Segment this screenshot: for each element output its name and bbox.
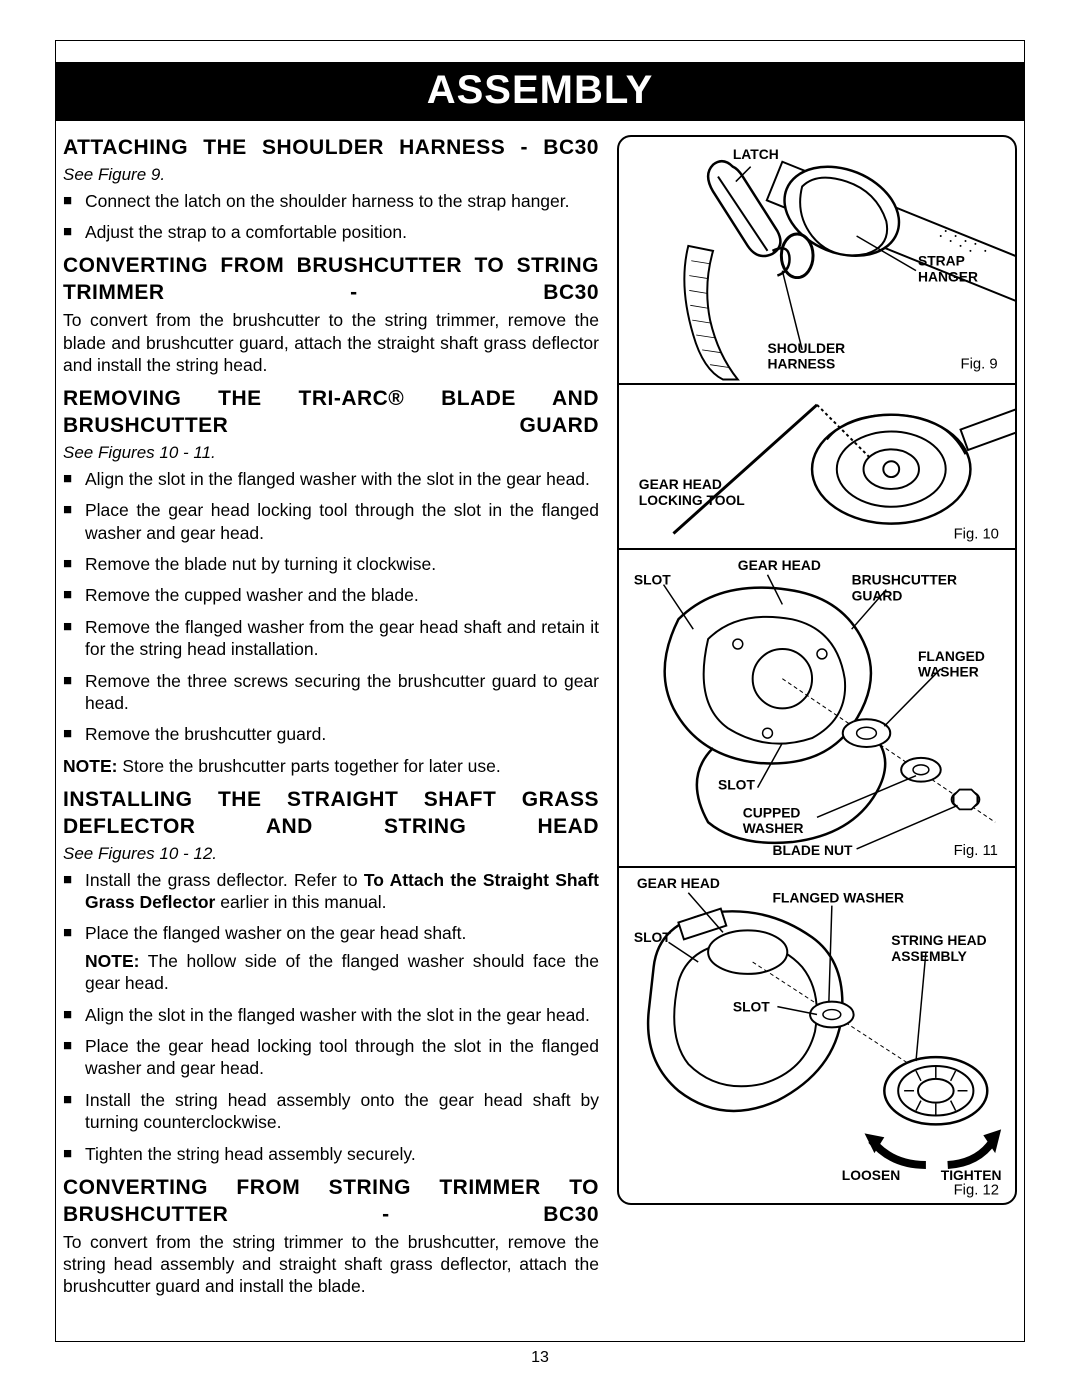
label-string-head-2: ASSEMBLY: [891, 948, 967, 964]
label-shoulder-1: SHOULDER: [768, 340, 846, 356]
figure-panel: LATCH STRAP HANGER SHOULDER HARNESS Fig.…: [617, 135, 1017, 1205]
label-latch: LATCH: [733, 146, 779, 162]
label-slot-12: SLOT: [634, 929, 671, 945]
list-item: Connect the latch on the shoulder harnes…: [63, 190, 599, 212]
fig-12-number: Fig. 12: [954, 1183, 999, 1199]
list-install-deflector: Install the grass deflector. Refer to To…: [63, 869, 599, 1165]
page-title: ASSEMBLY: [55, 62, 1025, 121]
label-strap-hanger-1: STRAP: [918, 253, 965, 269]
label-tool-2: LOCKING TOOL: [639, 492, 745, 508]
list-item: Adjust the strap to a comfortable positi…: [63, 221, 599, 243]
list-item: Install the string head assembly onto th…: [63, 1089, 599, 1134]
label-flanged-1: FLANGED: [918, 648, 985, 664]
content-columns: ATTACHING THE SHOULDER HARNESS - BC30 Se…: [55, 135, 1025, 1304]
label-tool-1: GEAR HEAD: [639, 476, 722, 492]
text: earlier in this manual.: [215, 892, 386, 912]
list-item: Remove the blade nut by turning it clock…: [63, 553, 599, 575]
list-item: Remove the cupped washer and the blade.: [63, 584, 599, 606]
label-blade-nut: BLADE NUT: [772, 842, 853, 858]
heading-convert-to-brushcutter: CONVERTING FROM STRING TRIMMER TO BRUSHC…: [63, 1175, 599, 1229]
list-item: Place the gear head locking tool through…: [63, 499, 599, 544]
heading-convert-to-trimmer: CONVERTING FROM BRUSHCUTTER TO STRING TR…: [63, 253, 599, 307]
list-item: Place the flanged washer on the gear hea…: [63, 922, 599, 994]
figure-9: LATCH STRAP HANGER SHOULDER HARNESS Fig.…: [619, 137, 1015, 385]
label-guard-1: BRUSHCUTTER: [852, 572, 957, 588]
see-fig-10-11: See Figures 10 - 11.: [63, 442, 599, 464]
label-strap-hanger-2: HANGER: [918, 269, 978, 285]
label-flanged-2: WASHER: [918, 664, 979, 680]
label-string-head-1: STRING HEAD: [891, 932, 986, 948]
label-slot2-12: SLOT: [733, 999, 770, 1015]
list-item: Place the gear head locking tool through…: [63, 1035, 599, 1080]
fig-11-number: Fig. 11: [954, 843, 998, 859]
paragraph: To convert from the string trimmer to th…: [63, 1231, 599, 1298]
text: Install the grass deflector. Refer to: [85, 870, 364, 890]
paragraph: To convert from the brushcutter to the s…: [63, 309, 599, 376]
list-attach-harness: Connect the latch on the shoulder harnes…: [63, 190, 599, 244]
fig-10-number: Fig. 10: [954, 526, 999, 542]
label-flanged-washer-12: FLANGED WASHER: [772, 890, 904, 906]
see-fig-9: See Figure 9.: [63, 164, 599, 186]
list-item: Remove the three screws securing the bru…: [63, 670, 599, 715]
label-slot: SLOT: [634, 572, 671, 588]
note-label: NOTE:: [63, 756, 117, 776]
list-item: Remove the flanged washer from the gear …: [63, 616, 599, 661]
list-item: Tighten the string head assembly securel…: [63, 1143, 599, 1165]
note-text: The hollow side of the flanged washer sh…: [85, 951, 599, 993]
label-slot-2: SLOT: [718, 777, 755, 793]
label-tighten: TIGHTEN: [941, 1167, 1002, 1183]
label-cupped-2: WASHER: [743, 820, 804, 836]
fig-9-number: Fig. 9: [961, 357, 998, 373]
note-label: NOTE:: [85, 951, 139, 971]
figure-12: GEAR HEAD FLANGED WASHER SLOT STRING HEA…: [619, 868, 1015, 1203]
heading-install-deflector: INSTALLING THE STRAIGHT SHAFT GRASS DEFL…: [63, 787, 599, 841]
heading-remove-blade: REMOVING THE TRI-ARC® BLADE AND BRUSHCUT…: [63, 386, 599, 440]
heading-attach-harness: ATTACHING THE SHOULDER HARNESS - BC30: [63, 135, 599, 162]
list-item: Remove the brushcutter guard.: [63, 723, 599, 745]
label-gear-head: GEAR HEAD: [738, 557, 821, 573]
page-number: 13: [0, 1349, 1080, 1367]
note-store-parts: NOTE: Store the brushcutter parts togeth…: [63, 755, 599, 777]
label-loosen: LOOSEN: [842, 1167, 900, 1183]
figure-11: GEAR HEAD SLOT BRUSHCUTTER GUARD FLANGED…: [619, 550, 1015, 868]
note-text: Store the brushcutter parts together for…: [117, 756, 500, 776]
list-item: Align the slot in the flanged washer wit…: [63, 1004, 599, 1026]
list-remove-blade: Align the slot in the flanged washer wit…: [63, 468, 599, 746]
sub-note: NOTE: The hollow side of the flanged was…: [85, 950, 599, 995]
see-fig-10-12: See Figures 10 - 12.: [63, 843, 599, 865]
label-guard-2: GUARD: [852, 587, 903, 603]
list-item: Install the grass deflector. Refer to To…: [63, 869, 599, 914]
label-shoulder-2: HARNESS: [768, 356, 836, 372]
list-item: Align the slot in the flanged washer wit…: [63, 468, 599, 490]
label-cupped-1: CUPPED: [743, 804, 801, 820]
text-column: ATTACHING THE SHOULDER HARNESS - BC30 Se…: [63, 135, 599, 1304]
text: Place the flanged washer on the gear hea…: [85, 923, 466, 943]
figure-column: LATCH STRAP HANGER SHOULDER HARNESS Fig.…: [617, 135, 1017, 1304]
label-gear-head-12: GEAR HEAD: [637, 875, 720, 891]
figure-10: GEAR HEAD LOCKING TOOL Fig. 10: [619, 385, 1015, 550]
